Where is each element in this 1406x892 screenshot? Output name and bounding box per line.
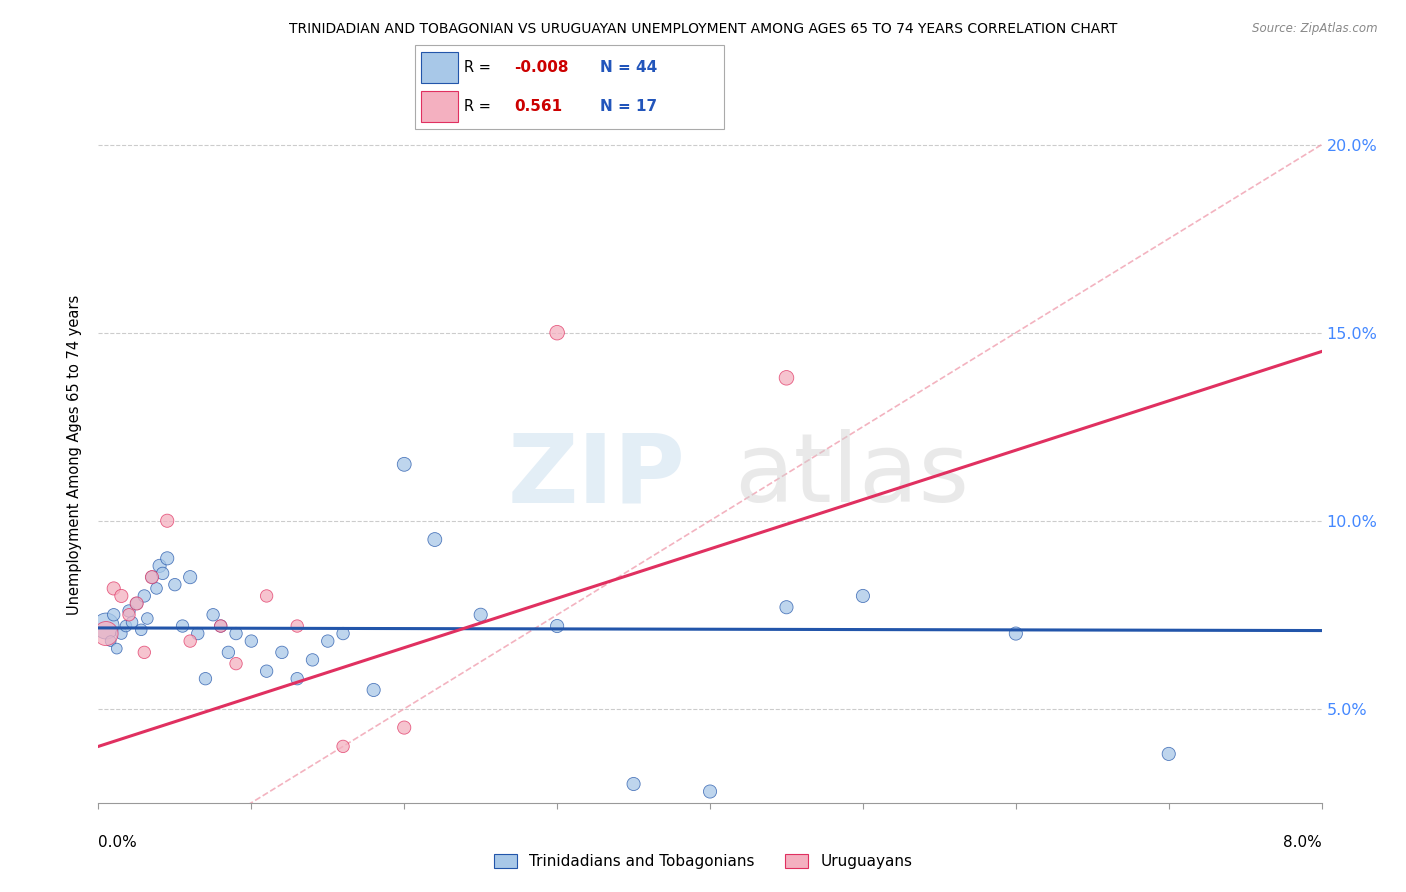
- Text: N = 44: N = 44: [600, 60, 658, 75]
- Text: R =: R =: [464, 60, 491, 75]
- Point: [240, 634, 263, 648]
- Point: [152, 566, 174, 581]
- Point: [149, 558, 172, 573]
- Point: [118, 607, 141, 622]
- FancyBboxPatch shape: [420, 91, 458, 121]
- Point: [187, 626, 209, 640]
- Point: [100, 634, 122, 648]
- Point: [134, 645, 156, 659]
- Point: [103, 582, 125, 596]
- Point: [134, 589, 156, 603]
- FancyBboxPatch shape: [420, 53, 458, 83]
- Point: [285, 672, 308, 686]
- Point: [623, 777, 645, 791]
- Point: [775, 371, 797, 385]
- Text: -0.008: -0.008: [513, 60, 568, 75]
- Text: ZIP: ZIP: [508, 429, 686, 523]
- Text: 0.0%: 0.0%: [98, 836, 138, 850]
- Y-axis label: Unemployment Among Ages 65 to 74 years: Unemployment Among Ages 65 to 74 years: [67, 294, 83, 615]
- Point: [145, 582, 167, 596]
- Point: [209, 619, 232, 633]
- Point: [332, 739, 354, 754]
- Point: [392, 721, 416, 735]
- Point: [256, 664, 278, 678]
- Point: [363, 683, 385, 698]
- Point: [125, 597, 148, 611]
- Text: atlas: atlas: [734, 429, 970, 523]
- Text: N = 17: N = 17: [600, 99, 658, 114]
- Point: [256, 589, 278, 603]
- Point: [285, 619, 308, 633]
- Point: [121, 615, 143, 630]
- Point: [1157, 747, 1180, 761]
- Point: [94, 619, 117, 633]
- Point: [136, 611, 159, 625]
- Point: [179, 570, 201, 584]
- Point: [110, 589, 132, 603]
- Point: [105, 641, 128, 656]
- Point: [103, 607, 125, 622]
- Text: R =: R =: [464, 99, 491, 114]
- Point: [94, 626, 117, 640]
- Point: [392, 458, 416, 472]
- Text: Source: ZipAtlas.com: Source: ZipAtlas.com: [1253, 22, 1378, 36]
- Point: [301, 653, 323, 667]
- Point: [316, 634, 339, 648]
- Point: [775, 600, 797, 615]
- Point: [209, 619, 232, 633]
- Point: [470, 607, 492, 622]
- Point: [179, 634, 201, 648]
- Point: [118, 604, 141, 618]
- Point: [202, 607, 225, 622]
- Point: [546, 619, 568, 633]
- Point: [194, 672, 217, 686]
- Text: 0.561: 0.561: [513, 99, 562, 114]
- Point: [141, 570, 163, 584]
- Text: TRINIDADIAN AND TOBAGONIAN VS URUGUAYAN UNEMPLOYMENT AMONG AGES 65 TO 74 YEARS C: TRINIDADIAN AND TOBAGONIAN VS URUGUAYAN …: [288, 22, 1118, 37]
- Legend: Trinidadians and Tobagonians, Uruguayans: Trinidadians and Tobagonians, Uruguayans: [488, 848, 918, 875]
- Point: [332, 626, 354, 640]
- Point: [125, 597, 148, 611]
- Point: [156, 551, 179, 566]
- Point: [129, 623, 152, 637]
- Point: [270, 645, 294, 659]
- Point: [852, 589, 875, 603]
- Point: [172, 619, 194, 633]
- Point: [110, 626, 132, 640]
- Point: [217, 645, 239, 659]
- Point: [423, 533, 446, 547]
- Point: [156, 514, 179, 528]
- Point: [163, 577, 186, 591]
- Point: [141, 570, 163, 584]
- Point: [225, 657, 247, 671]
- Point: [699, 784, 721, 798]
- FancyBboxPatch shape: [415, 45, 724, 129]
- Text: 8.0%: 8.0%: [1282, 836, 1322, 850]
- Point: [546, 326, 568, 340]
- Point: [1004, 626, 1026, 640]
- Point: [225, 626, 247, 640]
- Point: [115, 619, 138, 633]
